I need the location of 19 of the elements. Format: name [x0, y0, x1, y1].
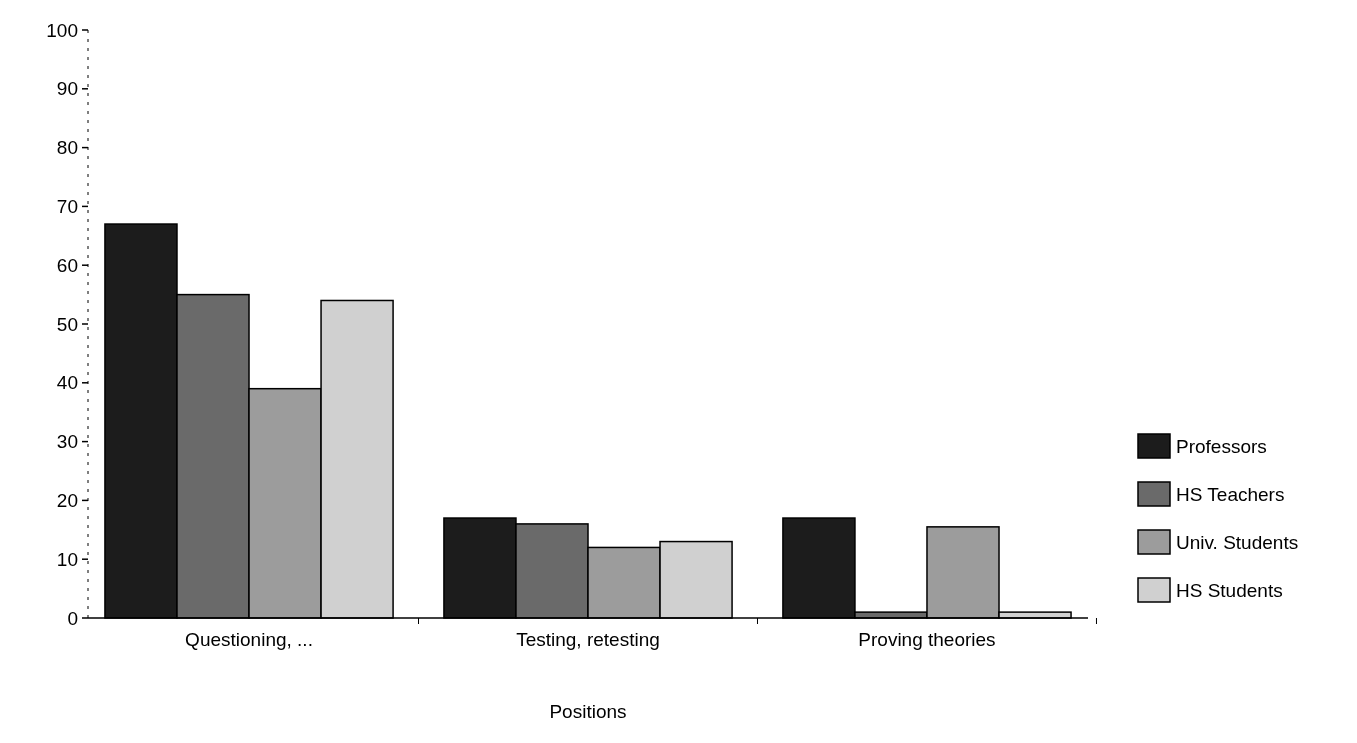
- y-tick-label: 10: [56, 548, 78, 570]
- x-tick-label: Testing, retesting: [516, 629, 660, 650]
- y-tick-label: 70: [56, 196, 78, 218]
- legend-label: Univ. Students: [1176, 531, 1299, 553]
- y-tick-label: 0: [67, 607, 78, 629]
- y-tick-label: 90: [56, 78, 78, 100]
- x-tick-label: Questioning, ...: [185, 629, 313, 650]
- legend-label: HS Students: [1176, 579, 1283, 601]
- y-tick-label: 60: [56, 254, 78, 276]
- y-tick-label: 40: [56, 372, 78, 394]
- y-tick-label: 30: [56, 431, 78, 453]
- y-tick-label: 50: [56, 313, 78, 335]
- y-tick-label: 100: [46, 19, 78, 41]
- legend-label: Professors: [1176, 435, 1267, 457]
- x-axis-title: Positions: [549, 701, 627, 722]
- y-tick-label: 80: [56, 137, 78, 159]
- y-tick-label: 20: [56, 490, 78, 512]
- x-tick-label: Proving theories: [858, 629, 996, 650]
- legend-label: HS Teachers: [1176, 483, 1285, 505]
